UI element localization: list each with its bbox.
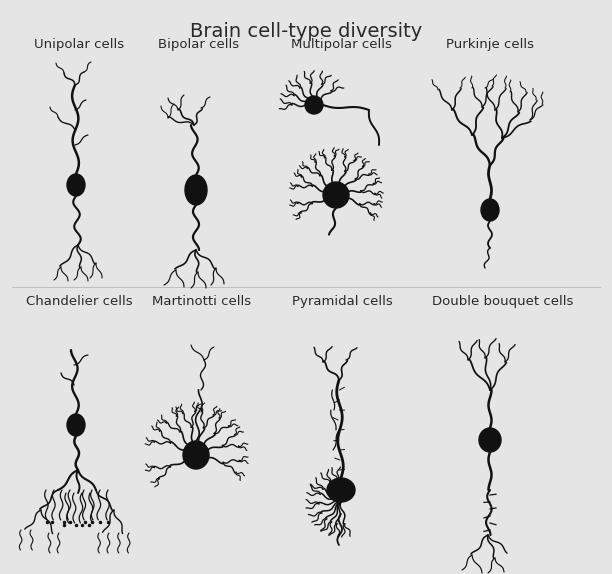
Text: Chandelier cells: Chandelier cells — [26, 295, 133, 308]
Ellipse shape — [183, 441, 209, 469]
Text: Brain cell-type diversity: Brain cell-type diversity — [190, 22, 422, 41]
Text: Pyramidal cells: Pyramidal cells — [292, 295, 393, 308]
Ellipse shape — [67, 174, 85, 196]
Ellipse shape — [479, 428, 501, 452]
Text: Multipolar cells: Multipolar cells — [291, 38, 392, 51]
Text: Purkinje cells: Purkinje cells — [446, 38, 534, 51]
Text: Martinotti cells: Martinotti cells — [152, 295, 251, 308]
Text: Bipolar cells: Bipolar cells — [158, 38, 239, 51]
Ellipse shape — [305, 96, 323, 114]
Ellipse shape — [327, 478, 355, 502]
Ellipse shape — [67, 414, 85, 436]
Ellipse shape — [323, 182, 349, 208]
Text: Unipolar cells: Unipolar cells — [34, 38, 124, 51]
Ellipse shape — [481, 199, 499, 221]
Text: Double bouquet cells: Double bouquet cells — [432, 295, 573, 308]
Ellipse shape — [185, 175, 207, 205]
